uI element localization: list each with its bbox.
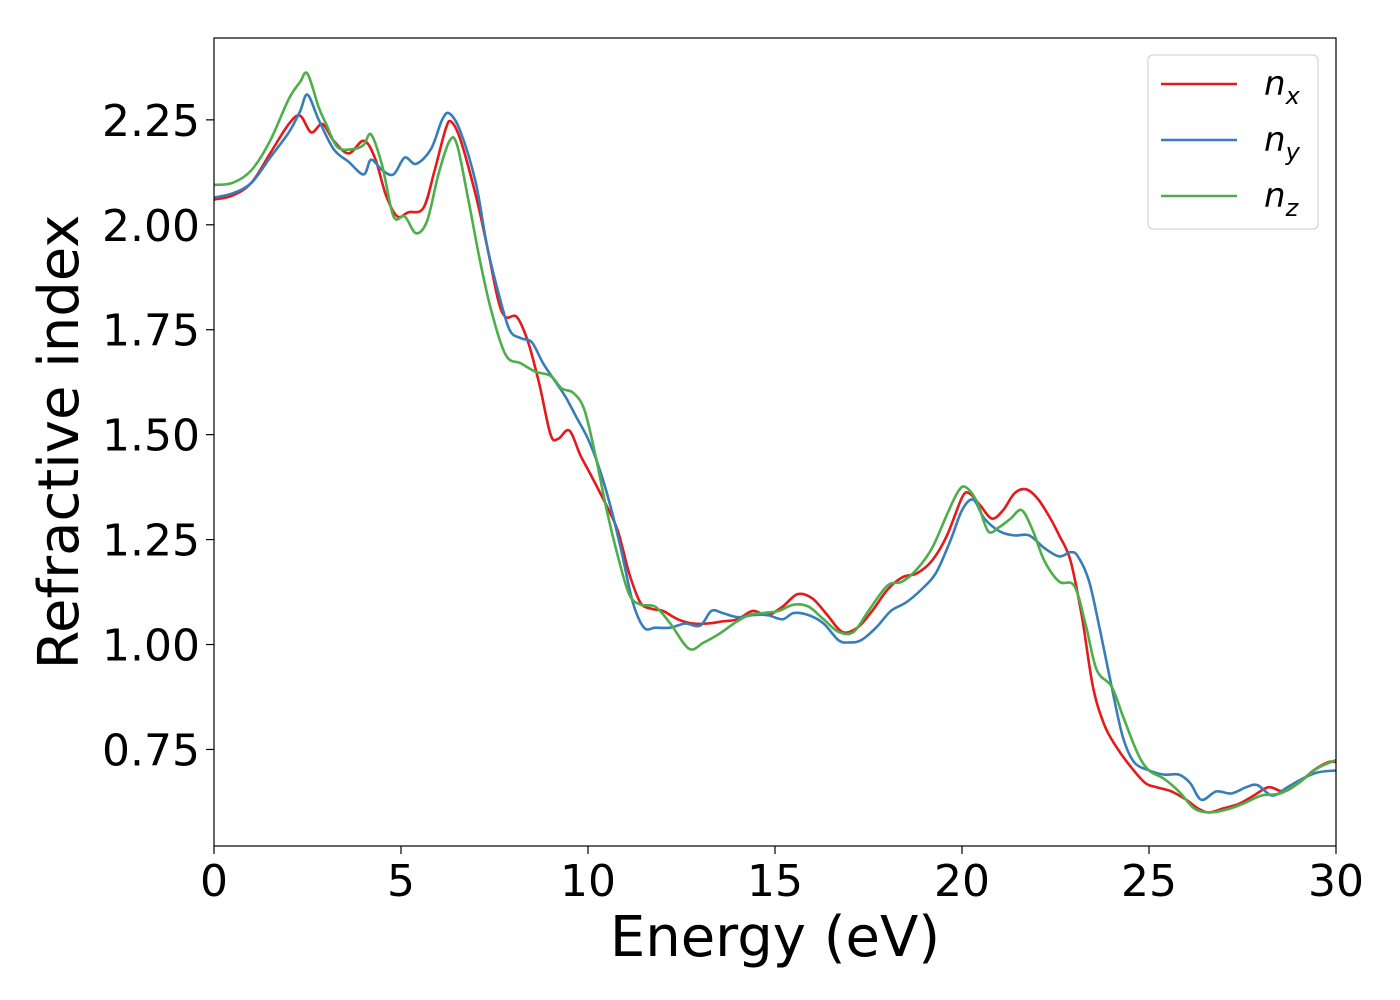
x-tick-label: 0	[200, 856, 228, 907]
x-tick-label: 30	[1308, 856, 1364, 907]
y-axis-label: Refractive index	[27, 215, 92, 670]
legend-label-x: nx	[1264, 64, 1301, 110]
x-tick-label: 15	[747, 856, 803, 907]
x-tick-label: 20	[934, 856, 990, 907]
x-axis-label: Energy (eV)	[610, 905, 940, 970]
y-tick-label: 1.50	[102, 411, 200, 462]
y-tick-label: 0.75	[102, 725, 200, 776]
x-tick-label: 10	[560, 856, 616, 907]
y-tick-label: 2.00	[102, 201, 200, 252]
axis-ticks: 0 5 10 15 20 25 30 0.75 1.00 1.25 1.50 1.75 2.00 2.25	[102, 96, 1364, 907]
y-tick-label: 2.25	[102, 96, 200, 147]
y-tick-label: 1.75	[102, 306, 200, 357]
y-tick-label: 1.00	[102, 621, 200, 672]
legend-label-z: nz	[1264, 176, 1300, 222]
series-lines	[213, 71, 1337, 814]
legend-box	[1147, 54, 1319, 230]
x-tick-label: 25	[1121, 856, 1177, 907]
legend-label-y: ny	[1264, 120, 1301, 166]
x-tick-label: 5	[387, 856, 415, 907]
series-line-z	[213, 71, 1337, 814]
legend: nx ny nz	[1147, 54, 1319, 230]
legend-items: nx ny nz	[1161, 64, 1301, 222]
y-tick-label: 1.25	[102, 516, 200, 567]
